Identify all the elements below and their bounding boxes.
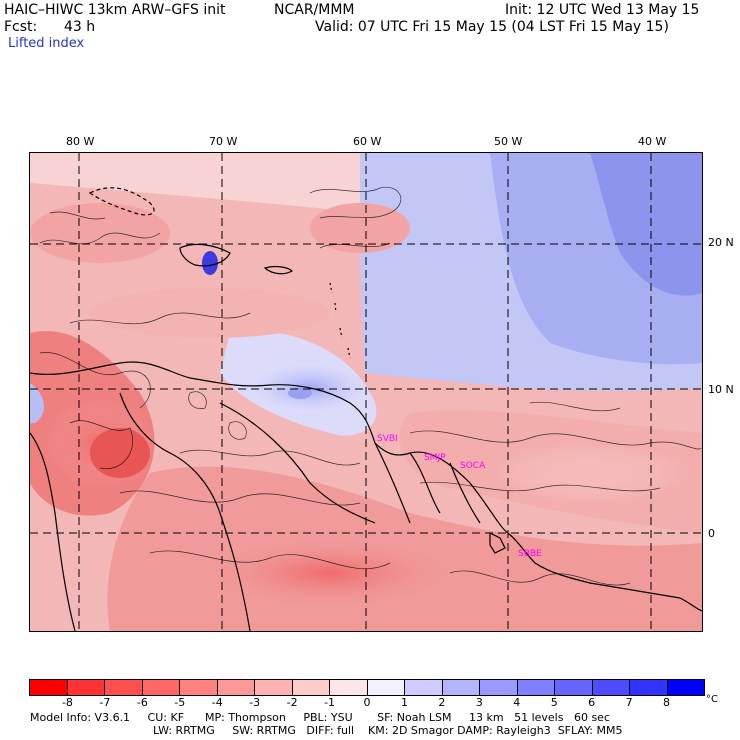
colorbar-level-label: 2	[438, 696, 446, 709]
colorbar-swatch	[630, 680, 668, 695]
colorbar-level-label: 6	[588, 696, 596, 709]
station-label-svbi: SVBI	[377, 434, 398, 444]
lon-label-40w: 40 W	[638, 135, 667, 148]
colorbar-level-label: -5	[174, 696, 186, 709]
field-cuba-red	[30, 203, 170, 263]
forecast-label: Fcst:	[4, 19, 38, 35]
colorbar-level-label: -6	[136, 696, 148, 709]
field-pacific-blue	[30, 383, 45, 423]
organization: NCAR/MMM	[274, 2, 355, 18]
colorbar-swatch	[442, 680, 480, 695]
colorbar-swatch	[667, 680, 704, 695]
lat-label-0: 0	[708, 527, 715, 540]
colorbar-swatch	[105, 680, 143, 695]
coastlines	[30, 187, 702, 631]
colorbar-level-label: 4	[513, 696, 521, 709]
model-info-line2: LW: RRTMG SW: RRTMG DIFF: full KM: 2D Sm…	[153, 724, 623, 737]
field-atlantic-pink	[490, 443, 690, 503]
field-hispaniola-blue	[202, 251, 218, 275]
colorbar-level-label: -3	[249, 696, 261, 709]
colorbar-swatch	[405, 680, 443, 695]
model-title: HAIC–HIWC 13km ARW–GFS init	[4, 2, 226, 18]
colorbar-swatch	[217, 680, 255, 695]
colorbar-swatch	[142, 680, 180, 695]
colorbar-level-label: -1	[324, 696, 336, 709]
lon-label-60w: 60 W	[353, 135, 382, 148]
lat-label-10n: 10 N	[708, 383, 734, 396]
field-max-core	[90, 428, 150, 478]
colorbar-level-label: 8	[663, 696, 671, 709]
graticule	[30, 153, 702, 631]
colorbar	[29, 679, 705, 696]
station-label-soca: SOCA	[460, 461, 486, 471]
lon-label-50w: 50 W	[494, 135, 523, 148]
colorbar-level-label: -4	[211, 696, 223, 709]
forecast-hours: 43 h	[64, 19, 96, 35]
map-canvas	[30, 153, 702, 631]
field-lesser-antilles-red	[310, 203, 410, 253]
colorbar-level-label: 5	[550, 696, 558, 709]
colorbar-swatch	[67, 680, 105, 695]
colorbar-swatch	[30, 680, 68, 695]
colorbar-swatch	[292, 680, 330, 695]
colorbar-unit: °C	[706, 694, 718, 705]
field-sea-blue-spot	[288, 387, 312, 399]
colorbar-level-label: 1	[400, 696, 408, 709]
lat-label-20n: 20 N	[708, 236, 734, 249]
init-time: Init: 12 UTC Wed 13 May 15	[505, 2, 700, 18]
colorbar-level-label: -2	[286, 696, 298, 709]
colorbar-level-label: 3	[475, 696, 483, 709]
contours	[39, 186, 702, 586]
colorbar-level-label: 0	[363, 696, 371, 709]
colorbar-swatch	[367, 680, 405, 695]
colorbar-swatch	[180, 680, 218, 695]
lifted-index-map: SVBI SMJP SOCA SBBE	[29, 152, 703, 632]
field-name: Lifted index	[8, 36, 85, 51]
lon-label-70w: 70 W	[209, 135, 238, 148]
colorbar-swatch	[555, 680, 593, 695]
colorbar-level-label: -7	[99, 696, 111, 709]
station-label-sbbe: SBBE	[518, 549, 542, 559]
station-label-smjp: SMJP	[424, 453, 446, 463]
colorbar-level-label: -8	[61, 696, 73, 709]
lon-label-80w: 80 W	[66, 135, 95, 148]
colorbar-level-label: 7	[625, 696, 633, 709]
colorbar-swatch	[592, 680, 630, 695]
field-stable-max	[590, 153, 702, 296]
field-amazon-core	[190, 533, 470, 613]
valid-time: Valid: 07 UTC Fri 15 May 15 (04 LST Fri …	[315, 19, 669, 35]
colorbar-swatch	[330, 680, 368, 695]
colorbar-swatch	[255, 680, 293, 695]
colorbar-swatch	[517, 680, 555, 695]
colorbar-swatch	[480, 680, 518, 695]
field-caribbean-sea-red	[90, 288, 330, 338]
model-info-line1: Model Info: V3.6.1 CU: KF MP: Thompson P…	[30, 711, 610, 724]
